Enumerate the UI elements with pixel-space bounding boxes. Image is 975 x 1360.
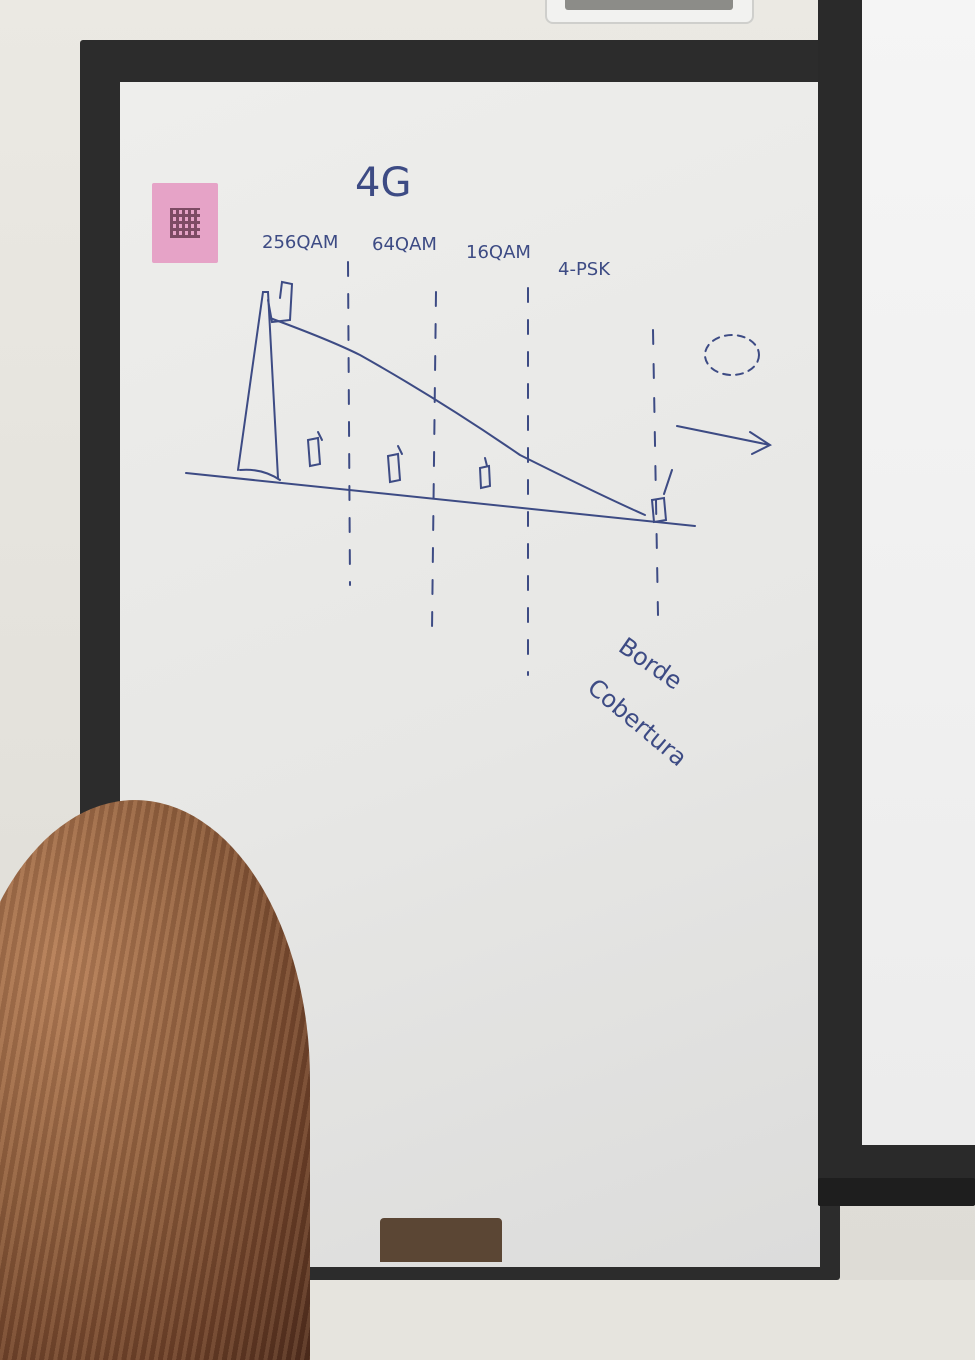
- dashed-circle-icon: [704, 334, 760, 376]
- board-title: 4G: [355, 160, 411, 206]
- arrow-right-icon: [676, 425, 773, 455]
- qr-code-icon: [170, 208, 200, 238]
- ground-line: [185, 472, 696, 527]
- zone-divider: [347, 261, 351, 586]
- person-hair: [0, 800, 310, 1360]
- coverage-curve: [269, 317, 646, 516]
- whiteboard-drawing: 4G 256QAM 64QAM 16QAM 4-PSK Borde C: [185, 160, 773, 772]
- modulation-label: 256QAM: [262, 232, 338, 253]
- qr-sticker: [152, 183, 218, 263]
- modulation-label: 64QAM: [372, 234, 437, 255]
- zone-divider: [652, 329, 659, 616]
- cell-tower-icon: [237, 280, 294, 481]
- ceiling-device-vent: [565, 0, 733, 10]
- projector-screen: [862, 0, 975, 1145]
- hair-strands: [0, 800, 310, 1360]
- phone-icon: [650, 469, 673, 524]
- modulation-label: 16QAM: [466, 242, 531, 263]
- marker-tray: [380, 1218, 502, 1262]
- phone-icon: [386, 445, 403, 484]
- modulation-label: 4-PSK: [558, 259, 611, 280]
- phone-icon: [306, 431, 323, 468]
- zone-divider: [431, 291, 437, 631]
- phone-icon: [478, 457, 492, 490]
- ceiling-device: [545, 0, 754, 24]
- edge-label-borde: Borde: [614, 632, 688, 695]
- projector-screen-bar: [818, 1178, 975, 1206]
